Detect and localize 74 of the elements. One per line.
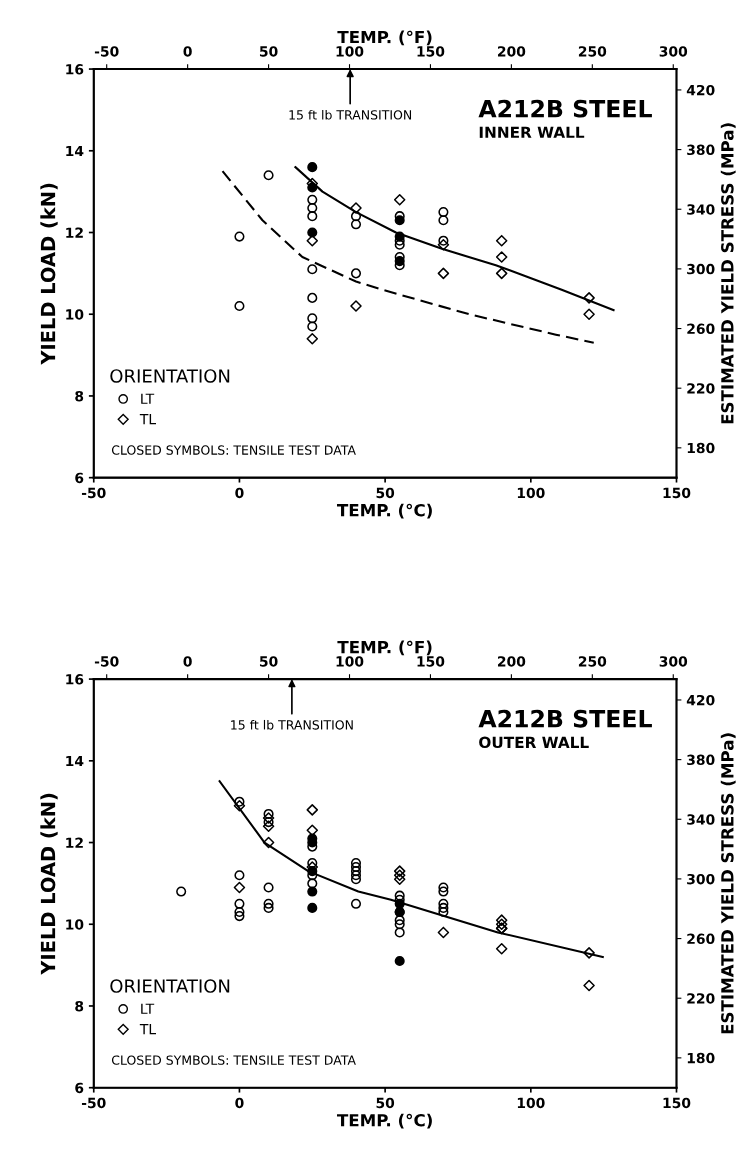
- x2-tick-label: 150: [417, 656, 445, 667]
- x-tick-label: 50: [376, 487, 395, 499]
- y2-tick-label: 260: [687, 933, 715, 945]
- x2-tick-label: 250: [578, 46, 607, 57]
- x2-axis-title: TEMP. (°F): [337, 30, 432, 46]
- x-tick-label: 50: [376, 1097, 395, 1109]
- x2-tick-label: 50: [259, 46, 278, 57]
- x2-tick-label: 150: [417, 46, 445, 57]
- text: OUTER WALL: [479, 736, 589, 749]
- y2-axis-title: ESTIMATED YIELD STRESS (MPa): [720, 123, 736, 424]
- y-tick-label: 16: [66, 64, 84, 75]
- y-tick-label: 8: [75, 1000, 84, 1012]
- x2-tick-label: 100: [336, 656, 364, 667]
- annotation: CLOSED SYMBOLS: TENSILE TEST DATA: [111, 1055, 356, 1065]
- text: A212B STEEL: [478, 99, 652, 118]
- annotation: 15 ft lb TRANSITION: [289, 109, 412, 120]
- y-tick-label: 8: [75, 390, 84, 402]
- y-tick-label: 10: [66, 309, 84, 320]
- y2-tick-label: 260: [687, 323, 715, 335]
- y2-tick-label: 420: [686, 84, 715, 96]
- x-tick-label: 100: [517, 1097, 545, 1109]
- x2-tick-label: -50: [94, 46, 119, 57]
- y-tick-label: 14: [66, 755, 84, 767]
- y-tick-label: 6: [75, 472, 84, 484]
- x2-tick-label: -50: [94, 656, 119, 667]
- x2-tick-label: 200: [497, 656, 526, 667]
- y-tick-label: 12: [66, 837, 83, 848]
- y2-tick-label: 220: [687, 993, 715, 1004]
- legend-title: ORIENTATION: [110, 369, 230, 383]
- x-tick-label: 100: [517, 487, 545, 499]
- x-tick-label: 150: [663, 487, 691, 499]
- legend-title: ORIENTATION: [110, 979, 230, 993]
- x-tick-label: -50: [81, 487, 106, 499]
- y-axis-title: YIELD LOAD (kN): [40, 793, 58, 975]
- x-tick-label: -50: [81, 1097, 106, 1109]
- y2-tick-label: 340: [687, 814, 715, 825]
- y2-tick-label: 300: [687, 263, 715, 275]
- text: INNER WALL: [479, 126, 585, 138]
- y2-tick-label: 300: [687, 873, 715, 885]
- x-tick-label: 0: [235, 1097, 244, 1109]
- y-tick-label: 14: [66, 145, 84, 157]
- y2-tick-label: 420: [686, 694, 715, 706]
- y-tick-label: 6: [75, 1082, 84, 1094]
- x2-tick-label: 0: [183, 46, 192, 57]
- x2-tick-label: 50: [259, 656, 278, 667]
- y2-tick-label: 220: [687, 383, 715, 394]
- legend-label: TL: [139, 414, 156, 425]
- y-tick-label: 10: [66, 919, 84, 930]
- text: A212B STEEL: [478, 709, 652, 728]
- x2-tick-label: 300: [659, 46, 688, 57]
- x2-tick-label: 0: [183, 656, 192, 667]
- x2-axis-title: TEMP. (°F): [337, 640, 432, 656]
- legend-label: LT: [141, 1003, 155, 1014]
- y-tick-label: 12: [66, 227, 83, 238]
- y2-tick-label: 380: [687, 754, 715, 766]
- annotation: 15 ft lb TRANSITION: [231, 719, 353, 730]
- y-tick-label: 16: [66, 674, 84, 685]
- x-tick-label: 150: [663, 1097, 691, 1109]
- legend-label: LT: [141, 393, 155, 404]
- annotation: CLOSED SYMBOLS: TENSILE TEST DATA: [111, 445, 356, 455]
- x2-tick-label: 250: [578, 656, 607, 667]
- y2-axis-title: ESTIMATED YIELD STRESS (MPa): [720, 733, 736, 1034]
- y2-tick-label: 180: [687, 1052, 715, 1064]
- x-axis-title: TEMP. (°C): [336, 1113, 432, 1129]
- x2-tick-label: 100: [336, 46, 364, 57]
- x-axis-title: TEMP. (°C): [336, 503, 432, 519]
- x2-tick-label: 200: [497, 46, 526, 57]
- x-tick-label: 0: [235, 487, 244, 499]
- y-axis-title: YIELD LOAD (kN): [40, 183, 58, 365]
- y2-tick-label: 380: [687, 144, 715, 156]
- y2-tick-label: 340: [687, 204, 715, 215]
- x2-tick-label: 300: [659, 656, 688, 667]
- y2-tick-label: 180: [687, 442, 715, 454]
- legend-label: TL: [139, 1024, 156, 1035]
